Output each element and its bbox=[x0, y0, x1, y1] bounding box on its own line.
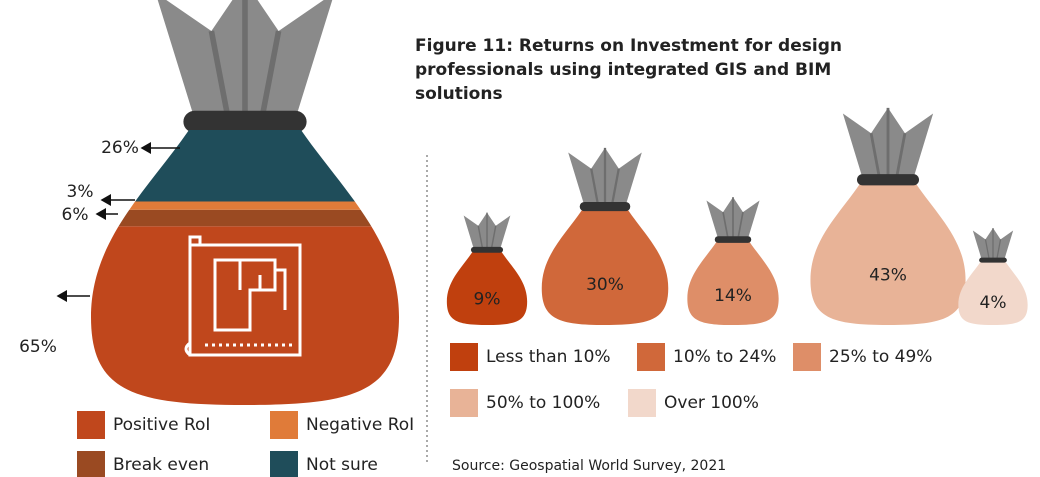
legend-swatch bbox=[450, 343, 478, 371]
legend-swatch bbox=[793, 343, 821, 371]
legend-swatch bbox=[450, 389, 478, 417]
value-label: 30% bbox=[586, 275, 624, 295]
value-label: 65% bbox=[19, 337, 57, 357]
value-label: 9% bbox=[474, 289, 501, 309]
source: Source: Geospatial World Survey, 2021 bbox=[452, 458, 726, 474]
bag-tie bbox=[979, 257, 1007, 263]
legend-swatch bbox=[77, 451, 105, 477]
value-label: 14% bbox=[714, 286, 752, 306]
legend-label: 10% to 24% bbox=[673, 347, 776, 367]
value-label: 4% bbox=[980, 293, 1007, 313]
legend-label: Not sure bbox=[306, 455, 378, 475]
value-label: 6% bbox=[62, 205, 89, 225]
blueprint-icon bbox=[184, 235, 302, 357]
legend-swatch bbox=[270, 451, 298, 477]
bag bbox=[446, 212, 528, 325]
bag-body bbox=[958, 262, 1028, 325]
legend-swatch bbox=[628, 389, 656, 417]
legend-label: Over 100% bbox=[664, 393, 759, 413]
bag-knot-fold bbox=[477, 212, 497, 250]
bag-segment bbox=[91, 209, 399, 227]
bag-segment bbox=[91, 201, 399, 210]
value-label: 3% bbox=[67, 182, 94, 202]
legend-label: Positive RoI bbox=[113, 415, 210, 435]
bag-tie bbox=[470, 246, 504, 253]
bag-tie bbox=[183, 110, 307, 133]
legend-label: Break even bbox=[113, 455, 209, 475]
bag-body bbox=[541, 210, 669, 325]
legend-swatch bbox=[77, 411, 105, 439]
legend-label: 25% to 49% bbox=[829, 347, 932, 367]
bag-segment bbox=[91, 226, 399, 405]
legend-swatch bbox=[637, 343, 665, 371]
bag-bands bbox=[91, 130, 399, 405]
bag-tie bbox=[579, 201, 631, 212]
bag-knot-fold bbox=[984, 227, 1002, 260]
bag-body bbox=[446, 252, 528, 325]
bag-knot-fold bbox=[869, 107, 907, 179]
legend-label: 50% to 100% bbox=[486, 393, 600, 413]
bag bbox=[958, 227, 1028, 325]
bag-body bbox=[810, 184, 966, 325]
bag-tie bbox=[714, 236, 752, 243]
bag-body bbox=[687, 242, 779, 325]
legend-label: Negative RoI bbox=[306, 415, 414, 435]
value-label: 43% bbox=[869, 266, 907, 286]
value-label: 26% bbox=[101, 138, 139, 158]
legend-swatch bbox=[270, 411, 298, 439]
bag bbox=[541, 147, 669, 325]
bag-knot-fold bbox=[208, 0, 282, 120]
bag bbox=[810, 107, 966, 325]
bag-knot-fold bbox=[722, 197, 744, 239]
bag bbox=[687, 197, 779, 325]
big-bag bbox=[157, 0, 333, 133]
chart-title: Figure 11: Returns on Investment for des… bbox=[415, 36, 842, 104]
legend-label: Less than 10% bbox=[486, 347, 611, 367]
bag-tie bbox=[856, 174, 920, 186]
bag-knot-fold bbox=[590, 147, 620, 206]
